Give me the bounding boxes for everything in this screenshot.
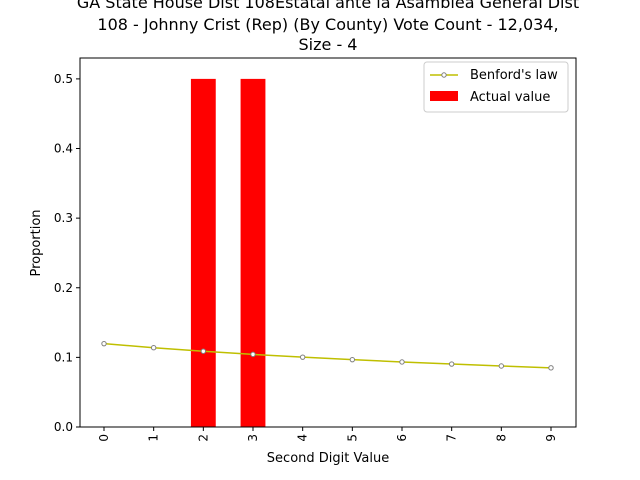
benford-point-8	[498, 363, 505, 369]
x-tick-label: 9	[544, 434, 558, 442]
line-series-group	[101, 340, 554, 371]
x-axis-ticks: 0 1 2 3 4 5 6 7 8 9	[97, 427, 558, 442]
benford-point-4	[299, 354, 306, 360]
x-tick-label: 1	[147, 434, 161, 442]
x-tick-label: 8	[494, 434, 508, 442]
legend-bar-swatch	[430, 91, 458, 101]
y-tick-label: 0.5	[54, 72, 73, 86]
legend-frame	[423, 61, 569, 113]
x-tick-label: 5	[345, 434, 359, 442]
legend-label-actual: Actual value	[470, 90, 550, 105]
y-tick-label: 0.1	[54, 350, 73, 364]
benford-point-5	[349, 356, 356, 363]
x-tick-label: 7	[445, 434, 459, 442]
benford-point-0	[101, 340, 107, 347]
x-tick-label: 2	[196, 434, 210, 442]
chart-title-line-1: GA State House Dist 108Estatal ante la A…	[77, 0, 579, 12]
benford-point-9	[548, 365, 554, 371]
y-tick-label: 0.3	[54, 211, 73, 225]
chart-title-line-2: 108 - Johnny Crist (Rep) (By County) Vot…	[97, 15, 558, 34]
bar-series-group	[190, 78, 266, 428]
y-tick-label: 0.2	[54, 281, 73, 295]
y-axis-label: Proportion	[29, 209, 44, 276]
benford-point-7	[448, 361, 455, 367]
y-axis-ticks: 0.0 0.1 0.2 0.3 0.4 0.5	[54, 72, 80, 434]
x-tick-label: 4	[296, 434, 310, 442]
y-tick-label: 0.0	[54, 420, 73, 434]
benford-point-1	[150, 344, 157, 351]
plot-area-frame	[79, 57, 577, 428]
x-axis-label: Second Digit Value	[267, 451, 389, 466]
chart-title: GA State House Dist 108Estatal ante la A…	[77, 0, 579, 54]
x-tick-label: 0	[97, 434, 111, 442]
y-tick-label: 0.4	[54, 142, 73, 156]
legend-line-marker	[441, 72, 447, 78]
benford-point-3	[250, 351, 256, 358]
x-tick-label: 6	[395, 434, 409, 442]
benford-point-6	[399, 359, 405, 365]
x-tick-label: 3	[246, 434, 260, 442]
chart-title-line-3: Size - 4	[299, 35, 358, 54]
legend-label-benford: Benford's law	[470, 68, 558, 83]
benford-line	[103, 342, 552, 369]
legend: Benford's law Actual value	[423, 61, 569, 113]
bar-digit-3	[240, 78, 266, 428]
bar-digit-2	[190, 78, 216, 428]
benford-point-2	[200, 348, 207, 354]
